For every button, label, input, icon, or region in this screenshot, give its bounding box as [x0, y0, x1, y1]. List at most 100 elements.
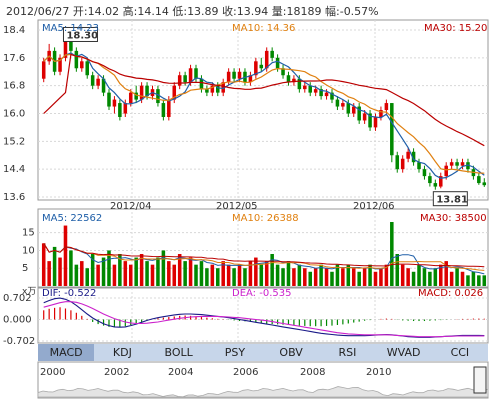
volume-bar	[286, 261, 291, 286]
volume-bar	[313, 268, 318, 286]
candle-body	[145, 85, 149, 97]
vol-ma10-line	[43, 243, 485, 271]
candle-body	[41, 61, 46, 79]
tab-macd[interactable]: MACD	[38, 344, 95, 361]
volume-bar	[41, 243, 46, 286]
candle-body	[286, 75, 291, 83]
volume-bar	[297, 264, 302, 286]
volume-bar	[259, 264, 264, 286]
candle-body	[395, 155, 400, 170]
tab-obv[interactable]: OBV	[279, 346, 303, 359]
tab-wvad[interactable]: WVAD	[386, 346, 421, 359]
candle-body	[400, 158, 405, 170]
candle-body	[177, 75, 182, 86]
candle-body	[232, 71, 236, 79]
candle-body	[74, 50, 79, 69]
volume-bar	[199, 261, 204, 286]
tab-boll[interactable]: BOLL	[164, 346, 193, 359]
timeline-year-label: 2000	[40, 367, 66, 378]
tab-kdj[interactable]: KDJ	[112, 346, 132, 359]
high-marker-box	[62, 26, 98, 42]
volume-bar	[243, 268, 247, 286]
price-ma10-label: MA10: 14.36	[232, 23, 296, 34]
volume-bar	[275, 264, 280, 286]
volume-bar	[188, 257, 193, 286]
open-value: 14.02	[87, 5, 120, 18]
candle-body	[308, 85, 312, 93]
price-tick-label: 17.6	[3, 53, 25, 64]
vol-unit-label: x万	[22, 287, 36, 297]
tab-psy[interactable]: PSY	[224, 346, 246, 359]
candle-body	[297, 78, 302, 90]
volume-bar	[254, 257, 258, 286]
candle-body	[433, 183, 438, 187]
candle-body	[275, 57, 280, 69]
candle-body	[428, 176, 432, 184]
candle-body	[237, 71, 242, 79]
candle-body	[85, 61, 89, 76]
candle-body	[134, 92, 138, 100]
candle-body	[216, 85, 220, 93]
panel-frame	[37, 208, 489, 288]
tab-rsi[interactable]: RSI	[338, 346, 357, 359]
volume-bar	[455, 268, 459, 286]
volume-bar	[194, 264, 198, 286]
volume-bar	[308, 271, 312, 286]
candle-body	[254, 61, 258, 76]
volume-bar	[319, 264, 323, 286]
candle-body	[107, 92, 111, 107]
timeline-year-label: 2004	[168, 367, 194, 378]
volume-bar	[128, 264, 133, 286]
volume-bar	[74, 264, 79, 286]
candle-body	[357, 106, 361, 121]
candle-body	[194, 68, 198, 79]
candle-body	[444, 165, 448, 177]
volume-bar	[411, 271, 416, 286]
volume-bar	[477, 275, 481, 286]
macd-tick-label: 0.702	[3, 293, 32, 304]
volume-bar	[172, 264, 177, 286]
candle-body	[118, 103, 122, 117]
tab-cci[interactable]: CCI	[450, 346, 470, 359]
volume-bar	[406, 268, 410, 286]
dea-line	[43, 301, 485, 338]
volume-bar	[183, 261, 187, 286]
vol-ma5-line	[43, 243, 485, 275]
volume-bar	[466, 275, 470, 286]
volume-bar	[139, 254, 144, 286]
volume-bar	[205, 268, 209, 286]
candle-body	[362, 113, 367, 121]
candle-body	[69, 36, 73, 51]
price-ma30-label: MA30: 15.20	[424, 23, 488, 34]
candle-body	[368, 113, 372, 128]
candle-body	[346, 103, 351, 114]
open-label: 开:	[72, 5, 88, 18]
candle-body	[264, 50, 269, 69]
dif-line	[43, 297, 485, 338]
volume-bar	[248, 261, 253, 286]
high-marker-label: 18.30	[66, 30, 98, 41]
ma10-line	[43, 53, 485, 174]
ma5-line	[43, 52, 485, 179]
candle-body	[406, 151, 410, 159]
candle-body	[221, 82, 225, 93]
candle-body	[259, 64, 264, 69]
volume-bar	[379, 268, 383, 286]
volume-bar	[270, 254, 274, 286]
vol-tick-label: 15	[22, 228, 35, 239]
vol-ma30-label: MA30: 38500	[420, 213, 487, 224]
dea-label: DEA: -0.535	[232, 288, 292, 299]
change-label: 幅:	[325, 5, 340, 18]
candle-body	[417, 162, 421, 170]
volume-bar	[362, 268, 367, 286]
volume-bar	[482, 275, 487, 286]
timeline-year-label: 2010	[366, 367, 392, 378]
date-tick-label: 2012/04	[110, 201, 152, 212]
change-value: -0.57%	[339, 5, 379, 18]
volume-bar	[368, 264, 372, 286]
vol-tick-label: 10	[22, 245, 35, 256]
volume-bar	[216, 268, 220, 286]
volume-label: 量:	[271, 5, 287, 18]
volume-bar	[107, 250, 111, 286]
